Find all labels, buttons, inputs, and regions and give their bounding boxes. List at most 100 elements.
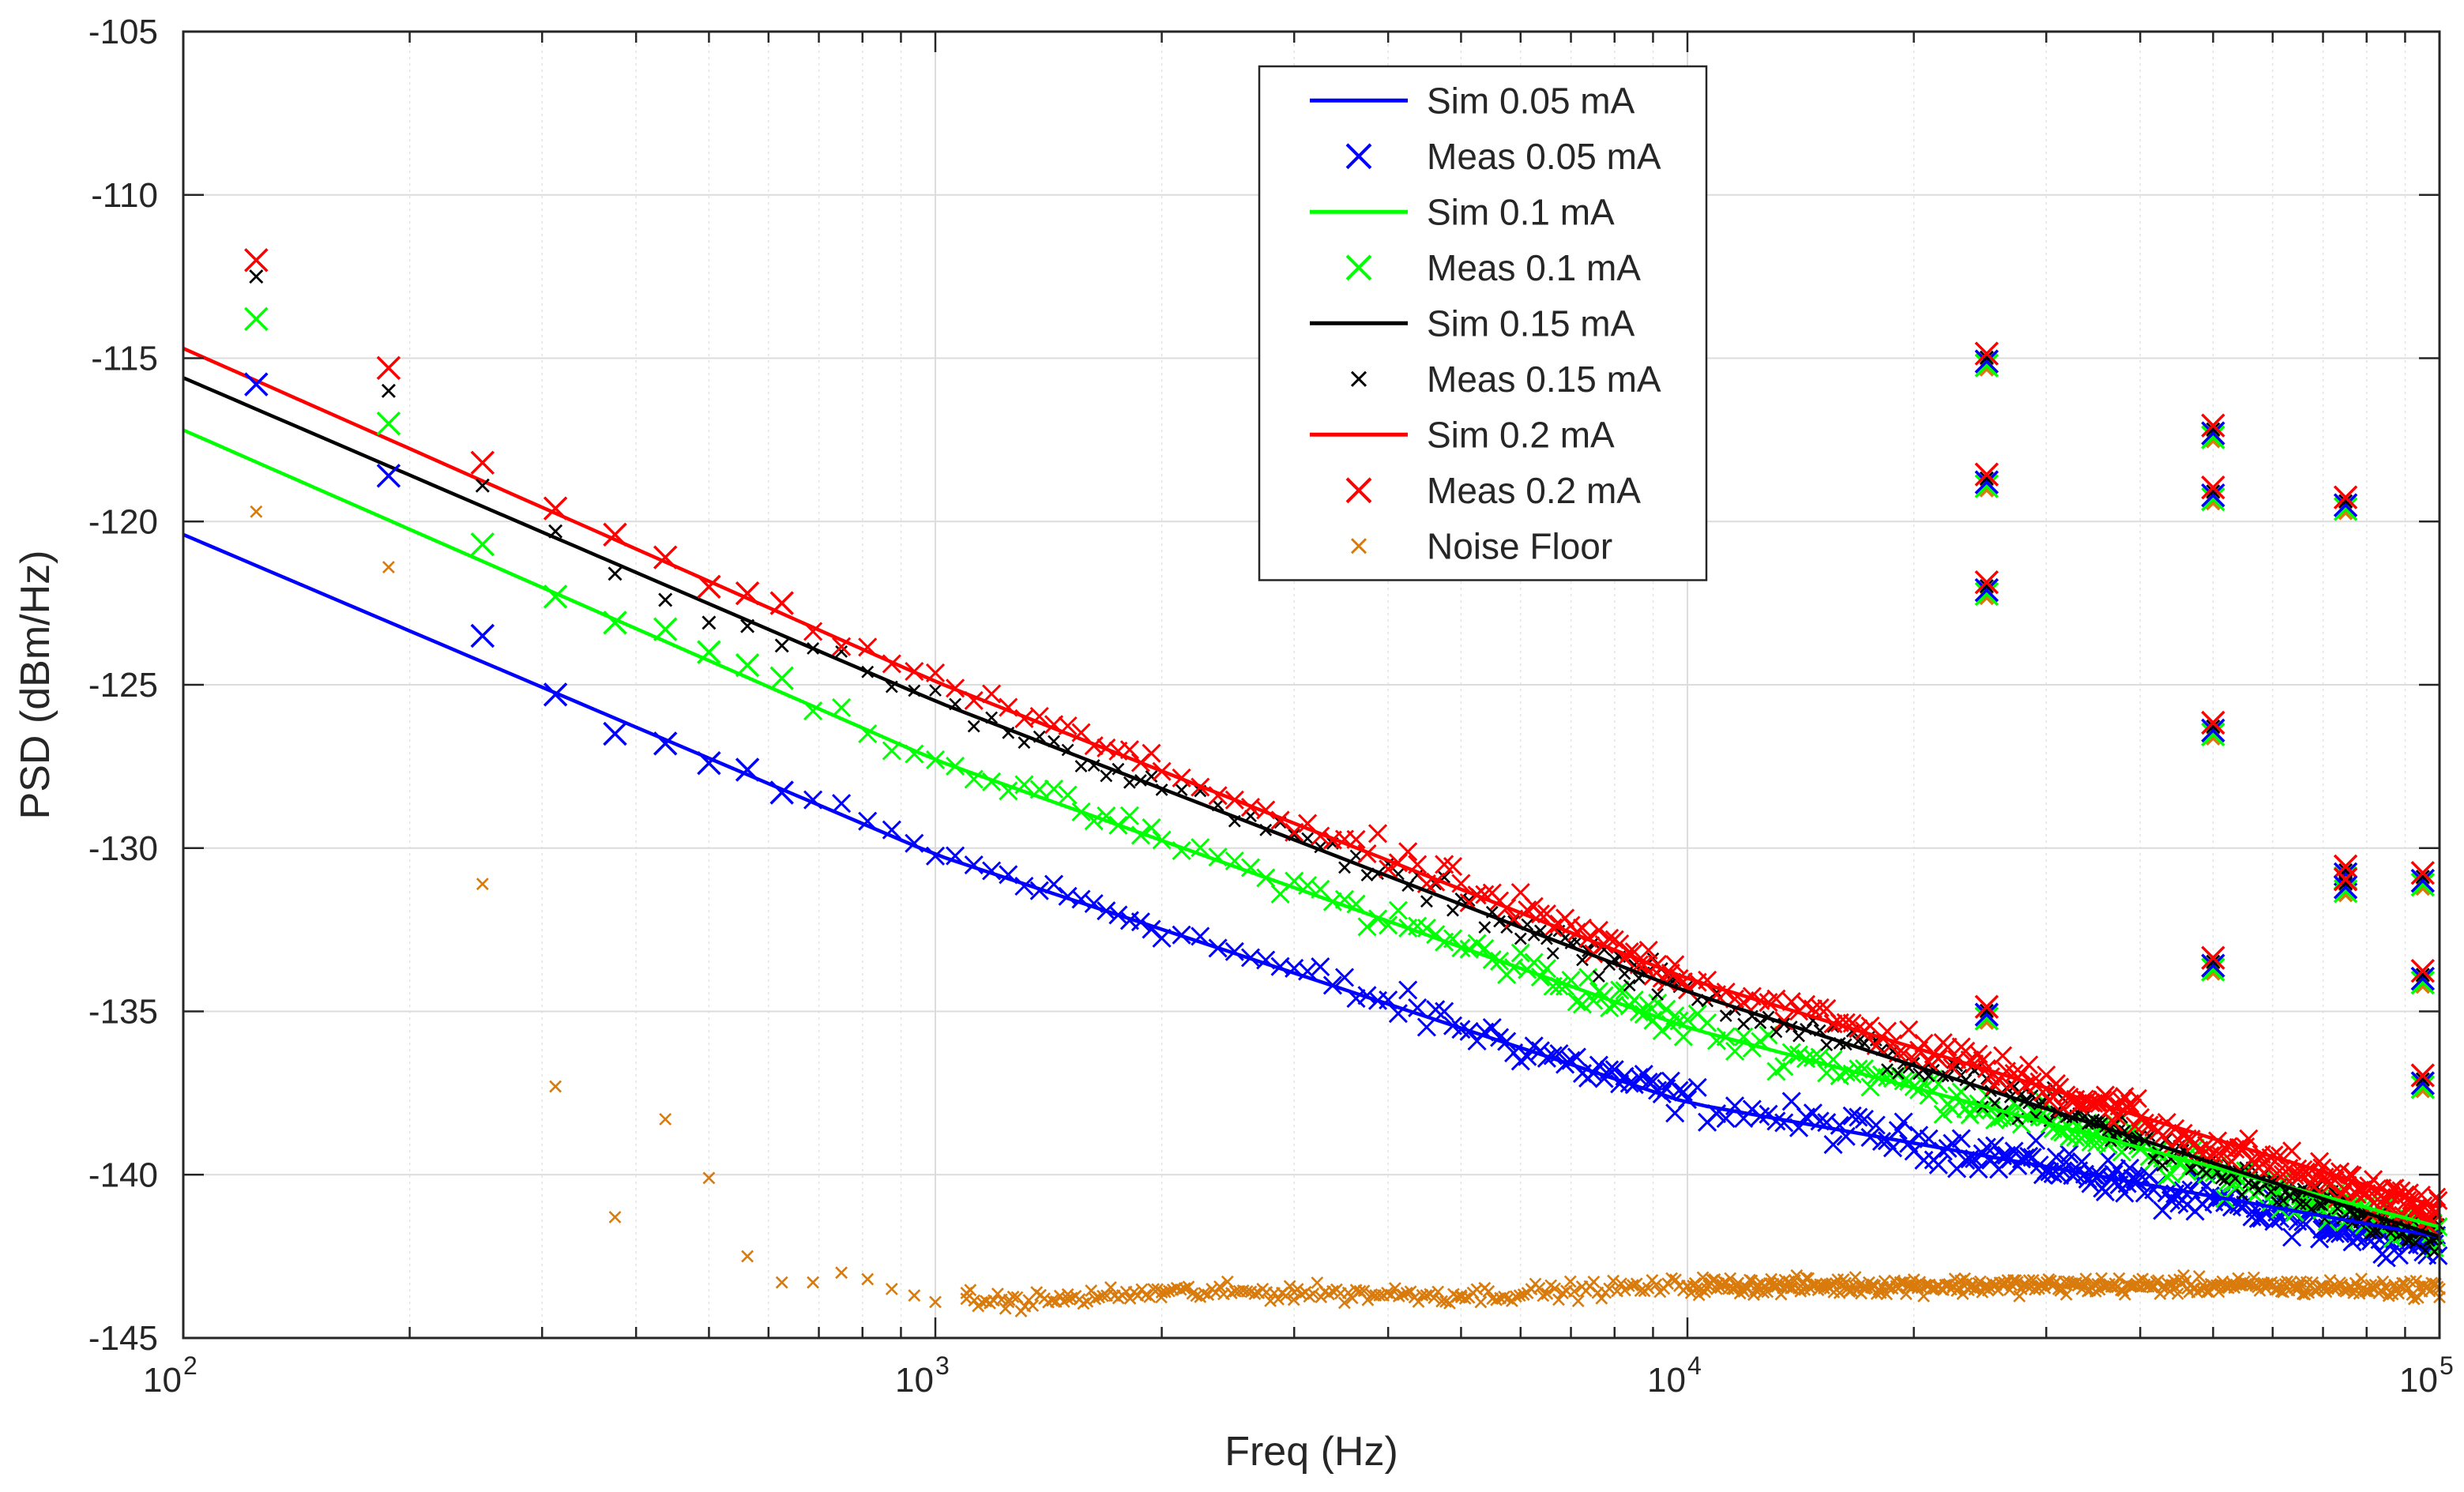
- noise-floor-marker-dense: [1198, 1287, 1211, 1300]
- measured-marker: [470, 532, 495, 557]
- sim-lines: [182, 347, 2440, 1239]
- noise-floor-marker-dense: [1458, 1292, 1472, 1305]
- measured-marker-dense: [1514, 932, 1527, 945]
- harmonic-spur-marker: [2333, 875, 2358, 900]
- measured-marker: [769, 666, 794, 690]
- measured-marker-dense: [1623, 979, 1636, 992]
- measured-marker-dense: [1894, 1112, 1913, 1132]
- measured-marker: [603, 721, 627, 746]
- noise-floor-marker-dense: [1548, 1282, 1562, 1295]
- noise-floor-marker-dense: [1698, 1285, 1711, 1298]
- measured-marker-dense: [1781, 1092, 1801, 1111]
- measured-marker: [769, 780, 794, 805]
- legend-entry: Sim 0.05 mA: [1310, 80, 1635, 121]
- measured-marker-dense: [1416, 1017, 1436, 1037]
- measured-marker: [376, 355, 401, 381]
- harmonic-spur-marker: [1974, 1002, 1999, 1027]
- legend-entry: Noise Floor: [1350, 525, 1612, 566]
- harmonic-spur-markers: [1974, 341, 2436, 1099]
- measured-marker: [697, 574, 721, 599]
- measured-marker-dense: [1074, 760, 1088, 773]
- harmonic-spur-marker: [2410, 872, 2436, 897]
- x-tick-label-base: 10: [895, 1361, 934, 1400]
- noise-floor-marker-dense: [1412, 1295, 1425, 1308]
- measured-marker-dense: [2157, 1112, 2176, 1133]
- measured-marker-dense: [2026, 1130, 2046, 1151]
- measured-marker-dense: [1576, 953, 1589, 967]
- noise-floor-marker-dense: [2298, 1287, 2312, 1301]
- measured-marker-dense: [2153, 1201, 2172, 1220]
- legend-marker-swatch: [1345, 143, 1372, 170]
- noise-floor-marker-dense: [1326, 1284, 1339, 1298]
- noise-floor-marker: [741, 1250, 754, 1263]
- noise-floor-marker-dense: [1696, 1271, 1710, 1284]
- noise-floor-marker-dense: [1533, 1281, 1546, 1295]
- legend-entry: Sim 0.15 mA: [1310, 303, 1635, 344]
- harmonic-spur-marker: [2410, 966, 2436, 991]
- measured-marker-dense: [1716, 1109, 1736, 1129]
- legend-entry: Meas 0.15 mA: [1350, 359, 1661, 400]
- noise-floor-marker-dense: [1420, 1289, 1433, 1302]
- noise-floor-marker-dense: [1272, 1292, 1285, 1306]
- noise-floor-marker-dense: [2112, 1272, 2126, 1285]
- measured-marker-dense: [1478, 921, 1492, 934]
- noise-floor-marker-dense: [2089, 1285, 2102, 1298]
- legend-label: Noise Floor: [1427, 525, 1612, 566]
- measured-marker: [735, 652, 760, 678]
- measured-marker-dense: [1443, 857, 1463, 877]
- measured-marker-dense: [1357, 917, 1377, 937]
- legend-entry: Sim 0.1 mA: [1310, 191, 1615, 232]
- noise-floor-marker-dense: [1540, 1287, 1554, 1300]
- noise-floor-marker-dense: [1357, 1284, 1371, 1298]
- measured-marker-dense: [1810, 998, 1830, 1017]
- harmonic-spur-marker: [2410, 970, 2436, 995]
- y-tick-label: -120: [88, 502, 158, 541]
- noise-floor-marker-dense: [1202, 1288, 1215, 1302]
- measured-marker-dense: [1058, 785, 1078, 805]
- harmonic-spur-marker: [1974, 1006, 1999, 1031]
- measured-marker-dense: [1698, 1013, 1717, 1032]
- measured-marker: [376, 411, 401, 436]
- measured-marker-dense: [1546, 947, 1559, 960]
- harmonic-spur-marker: [2206, 422, 2221, 437]
- measured-marker-dense: [2248, 1208, 2268, 1228]
- measured-marker: [653, 545, 678, 569]
- noise-floor-marker-dense: [2192, 1269, 2206, 1283]
- measured-marker-dense: [1398, 980, 1418, 1000]
- noise-floor-marker: [549, 1080, 562, 1093]
- measured-marker: [702, 615, 717, 630]
- measured-marker: [244, 306, 269, 332]
- measured-marker-dense: [1928, 1155, 1948, 1174]
- measured-marker: [697, 750, 721, 776]
- noise-floor-marker-dense: [1240, 1285, 1254, 1298]
- measured-marker-dense: [1191, 926, 1210, 946]
- noise-floor-marker-dense: [1849, 1271, 1862, 1283]
- noise-floor-marker-dense: [1081, 1295, 1094, 1308]
- harmonic-spur-marker: [2201, 425, 2225, 449]
- noise-floor-marker-dense: [1224, 1287, 1238, 1300]
- noise-floor-markers: [250, 505, 2446, 1318]
- measured-marker-dense: [1589, 920, 1608, 940]
- y-tick-label: -115: [91, 340, 158, 378]
- harmonic-spur-marker: [1979, 471, 1994, 486]
- harmonic-spur-marker: [1974, 341, 1999, 366]
- measured-marker-dense: [2282, 1141, 2302, 1161]
- measured-marker-dense: [1346, 894, 1366, 914]
- measured-marker: [740, 618, 755, 633]
- harmonic-spur-marker: [2415, 968, 2430, 983]
- measured-marker-dense: [2293, 1197, 2307, 1211]
- harmonic-spur-marker: [2201, 722, 2225, 747]
- noise-floor-marker: [608, 1211, 622, 1223]
- harmonic-spur-marker: [2410, 1063, 2436, 1088]
- harmonic-spur-marker: [2206, 954, 2221, 969]
- measured-marker: [244, 372, 269, 396]
- measured-marker-dense: [1860, 1128, 1880, 1148]
- measured-marker-dense: [1145, 770, 1158, 784]
- noise-floor-marker: [476, 878, 489, 891]
- harmonic-spur-marker: [2201, 945, 2225, 970]
- measured-marker: [653, 617, 678, 641]
- measured-marker: [735, 581, 760, 606]
- measured-marker-dense: [1435, 1002, 1454, 1021]
